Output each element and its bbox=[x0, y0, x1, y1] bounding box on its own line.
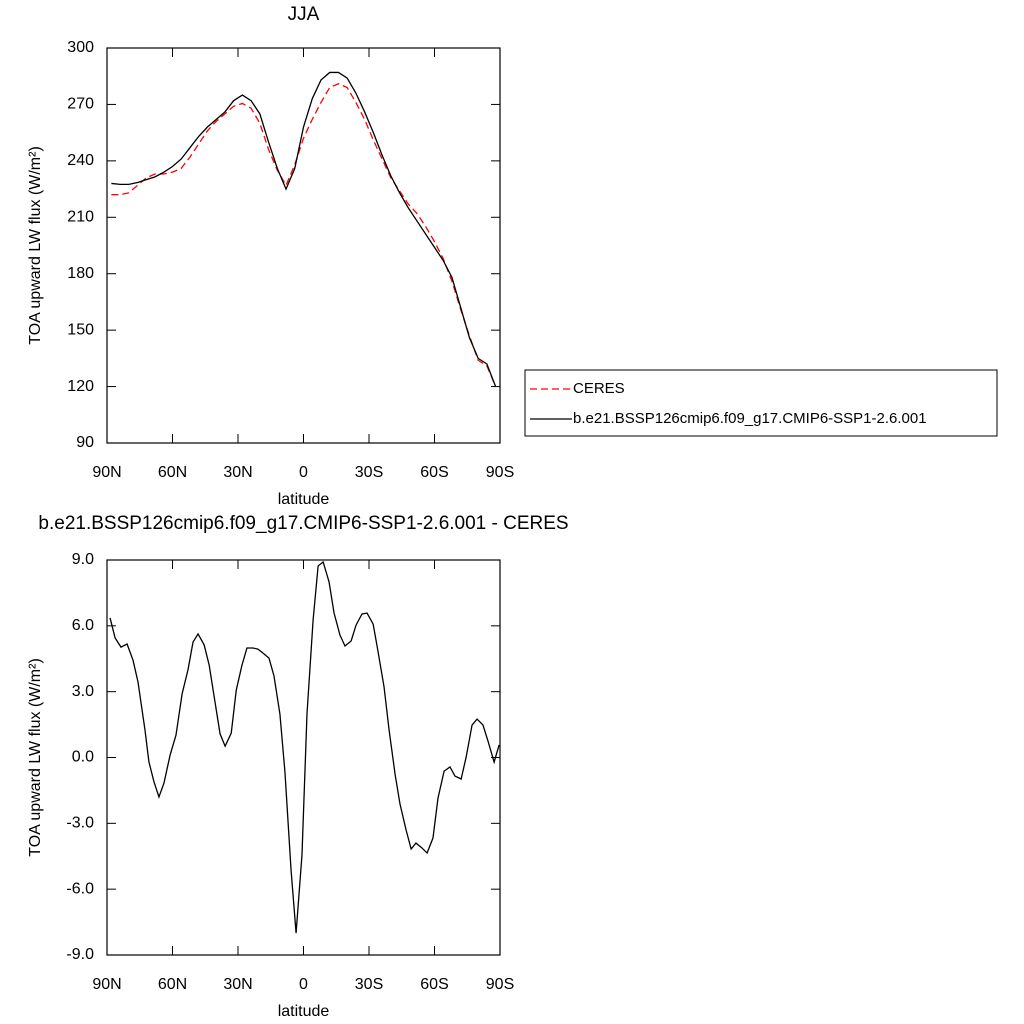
chart-title: b.e21.BSSP126cmip6.f09_g17.CMIP6-SSP1-2.… bbox=[38, 513, 568, 534]
x-tick-label: 60N bbox=[158, 464, 187, 481]
y-tick-label: 90 bbox=[76, 434, 94, 451]
plot-frame bbox=[106, 559, 501, 956]
x-tick-label: 30N bbox=[223, 464, 252, 481]
y-tick-label: -9.0 bbox=[66, 946, 94, 963]
x-tick-label: 90N bbox=[92, 976, 121, 993]
y-axis-label: TOA upward LW flux (W/m²) bbox=[27, 658, 44, 857]
x-tick-label: 0 bbox=[299, 464, 308, 481]
y-tick-label: -6.0 bbox=[66, 880, 94, 897]
y-tick-label: 180 bbox=[67, 265, 94, 282]
legend-box bbox=[524, 369, 998, 437]
y-tick-label: 6.0 bbox=[72, 617, 94, 634]
x-axis-label: latitude bbox=[278, 491, 330, 508]
x-tick-label: 60N bbox=[158, 976, 187, 993]
y-tick-label: 3.0 bbox=[72, 683, 94, 700]
x-axis-label: latitude bbox=[278, 1003, 330, 1020]
x-tick-label: 30N bbox=[223, 976, 252, 993]
legend-label: b.e21.BSSP126cmip6.f09_g17.CMIP6-SSP1-2.… bbox=[573, 410, 927, 427]
series-line bbox=[111, 83, 497, 387]
y-tick-label: 0.0 bbox=[72, 749, 94, 766]
y-axis-label: TOA upward LW flux (W/m²) bbox=[27, 146, 44, 345]
series-line bbox=[111, 71, 497, 387]
x-tick-label: 30S bbox=[355, 464, 383, 481]
y-tick-label: 120 bbox=[67, 378, 94, 395]
series-line bbox=[109, 560, 500, 934]
x-tick-label: 90S bbox=[486, 464, 514, 481]
chart-title: JJA bbox=[288, 4, 320, 25]
x-tick-label: 60S bbox=[420, 464, 448, 481]
x-tick-label: 0 bbox=[299, 976, 308, 993]
y-tick-label: 240 bbox=[67, 152, 94, 169]
x-tick-label: 60S bbox=[420, 976, 448, 993]
y-tick-label: 150 bbox=[67, 321, 94, 338]
x-tick-label: 30S bbox=[355, 976, 383, 993]
plot-frame bbox=[106, 47, 501, 444]
y-tick-label: -3.0 bbox=[66, 815, 94, 832]
x-tick-label: 90S bbox=[486, 976, 514, 993]
y-tick-label: 300 bbox=[67, 39, 94, 56]
y-tick-label: 9.0 bbox=[72, 551, 94, 568]
x-tick-label: 90N bbox=[92, 464, 121, 481]
y-tick-label: 210 bbox=[67, 209, 94, 226]
y-tick-label: 270 bbox=[67, 96, 94, 113]
legend-label: CERES bbox=[573, 380, 625, 397]
